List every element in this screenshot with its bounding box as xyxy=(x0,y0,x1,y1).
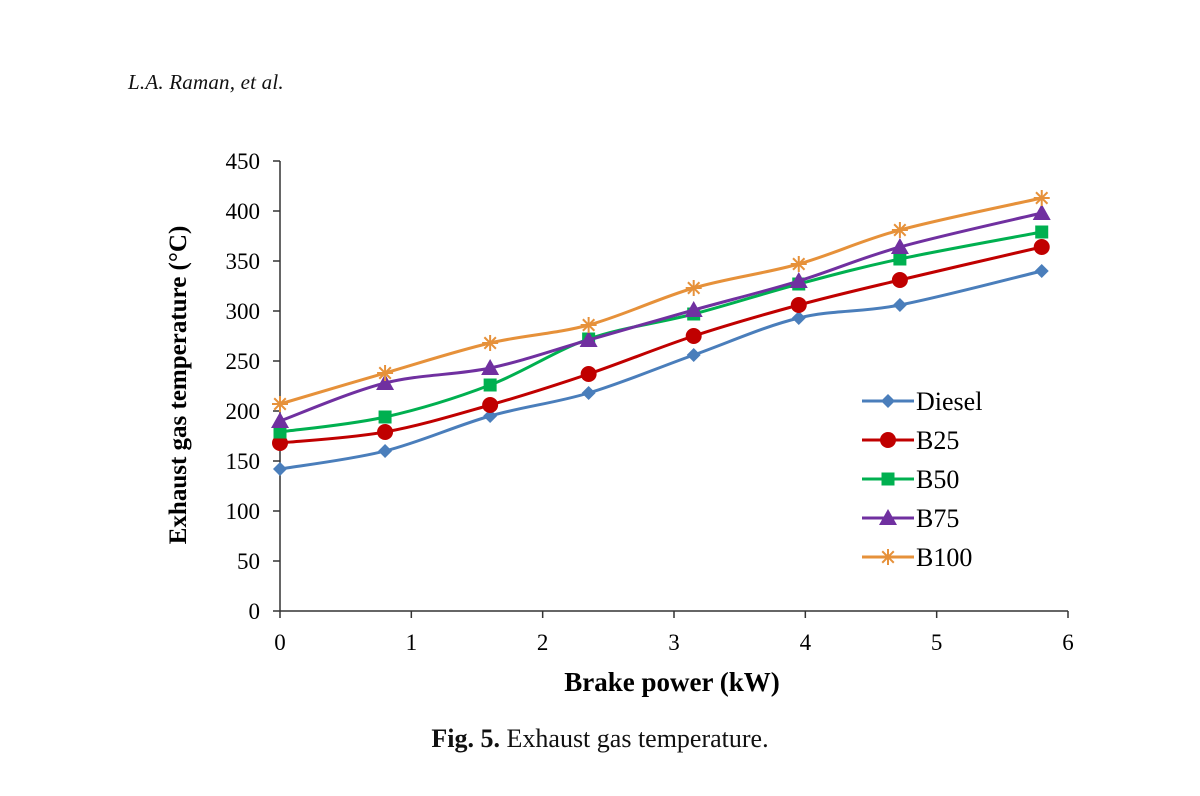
data-point-diesel xyxy=(686,348,701,362)
data-point-b100 xyxy=(891,222,908,238)
x-tick-label: 0 xyxy=(274,630,286,655)
data-point-b25 xyxy=(790,297,807,313)
y-tick-label: 50 xyxy=(237,549,260,574)
data-point-b100 xyxy=(580,317,597,333)
x-tick-label: 5 xyxy=(931,630,943,655)
x-tick-label: 2 xyxy=(537,630,549,655)
exhaust-gas-chart: 0 50 100 150 200 250 300 350 400 450 0 1 2 3 4 5 6 Diese… xyxy=(165,149,1074,697)
data-point-b75 xyxy=(579,331,598,347)
data-point-b50 xyxy=(1035,225,1049,239)
data-point-b75 xyxy=(271,412,289,428)
series-diesel xyxy=(273,264,1049,476)
legend-item-b25: B25 xyxy=(862,426,959,455)
data-point-b50 xyxy=(273,425,287,439)
data-point-b25 xyxy=(891,272,908,288)
x-axis-label: Brake power (kW) xyxy=(564,667,780,697)
y-tick-label: 200 xyxy=(226,399,261,424)
star-stroke xyxy=(378,366,392,380)
data-point-b75 xyxy=(376,374,395,390)
data-point-b100 xyxy=(482,335,499,351)
series-b25 xyxy=(272,239,1050,451)
data-point-b100 xyxy=(685,280,702,296)
y-axis-label: Exhaust gas temperature (°C) xyxy=(165,226,192,545)
data-point-b50 xyxy=(483,378,497,392)
y-tick-label: 350 xyxy=(226,249,261,274)
data-point-b25 xyxy=(580,366,597,382)
legend-label-b25: B25 xyxy=(916,426,959,455)
data-point-b75 xyxy=(481,359,500,375)
data-point-diesel xyxy=(1034,264,1049,278)
star-stroke xyxy=(687,281,701,295)
x-tick-label: 3 xyxy=(668,630,680,655)
legend-marker-b75 xyxy=(879,509,897,525)
data-point-b75 xyxy=(684,301,703,317)
star-stroke xyxy=(881,550,895,564)
legend-label-b50: B50 xyxy=(916,465,959,494)
data-point-b25 xyxy=(482,397,499,413)
legend-item-diesel: Diesel xyxy=(862,387,982,416)
legend-marker-b100 xyxy=(880,549,896,565)
series-layer xyxy=(271,190,1051,476)
y-tick-label: 100 xyxy=(226,499,261,524)
legend-label-b100: B100 xyxy=(916,543,972,572)
data-point-diesel xyxy=(892,298,907,312)
data-point-b25 xyxy=(685,328,702,344)
data-point-b25 xyxy=(272,435,288,451)
data-point-b75 xyxy=(1032,204,1051,220)
series-b100 xyxy=(272,190,1050,412)
star-stroke xyxy=(893,223,907,237)
data-point-b50 xyxy=(893,252,907,266)
y-tick-label: 150 xyxy=(226,449,261,474)
x-tick-label: 6 xyxy=(1062,630,1074,655)
legend-item-b75: B75 xyxy=(862,504,959,533)
series-b75 xyxy=(271,204,1051,428)
data-point-b50 xyxy=(378,410,392,424)
data-point-b100 xyxy=(790,256,807,272)
data-point-b25 xyxy=(1033,239,1050,255)
data-point-diesel xyxy=(273,462,287,476)
data-point-diesel xyxy=(378,444,393,458)
legend-item-b100: B100 xyxy=(862,543,972,572)
data-point-b75 xyxy=(789,272,808,288)
legend: Diesel B25 B50 B75 B100 xyxy=(862,387,982,572)
data-point-diesel xyxy=(581,386,596,400)
y-tick-label: 250 xyxy=(226,349,261,374)
axes: 0 50 100 150 200 250 300 350 400 450 0 1 2 3 4 5 6 xyxy=(226,149,1074,655)
y-tick-label: 400 xyxy=(226,199,261,224)
data-point-b100 xyxy=(272,396,288,412)
data-point-b25 xyxy=(377,424,394,440)
caption-label: Fig. 5. xyxy=(431,724,501,753)
star-stroke xyxy=(582,318,596,332)
data-point-diesel xyxy=(483,409,498,423)
legend-marker-b50 xyxy=(881,472,895,486)
y-tick-label: 450 xyxy=(226,149,261,174)
data-point-b100 xyxy=(377,365,394,381)
figure-caption: Fig. 5. Exhaust gas temperature. xyxy=(0,724,1200,754)
star-stroke xyxy=(483,336,497,350)
legend-item-b50: B50 xyxy=(862,465,959,494)
data-point-diesel xyxy=(791,311,806,325)
x-tick-label: 4 xyxy=(800,630,812,655)
series-line-b100 xyxy=(279,196,1043,406)
star-stroke xyxy=(1035,191,1049,205)
star-stroke xyxy=(792,257,806,271)
legend-label-b75: B75 xyxy=(916,504,959,533)
star-stroke xyxy=(273,397,287,411)
legend-marker-diesel xyxy=(881,394,895,408)
y-tick-label: 300 xyxy=(226,299,261,324)
legend-label-diesel: Diesel xyxy=(916,387,982,416)
y-tick-label: 0 xyxy=(249,599,261,624)
running-head-authors: L.A. Raman, et al. xyxy=(128,70,284,94)
x-tick-label: 1 xyxy=(406,630,418,655)
data-point-b75 xyxy=(890,238,909,254)
caption-text: Exhaust gas temperature. xyxy=(506,724,769,753)
data-point-b100 xyxy=(1033,190,1050,206)
legend-marker-b25 xyxy=(880,432,896,448)
